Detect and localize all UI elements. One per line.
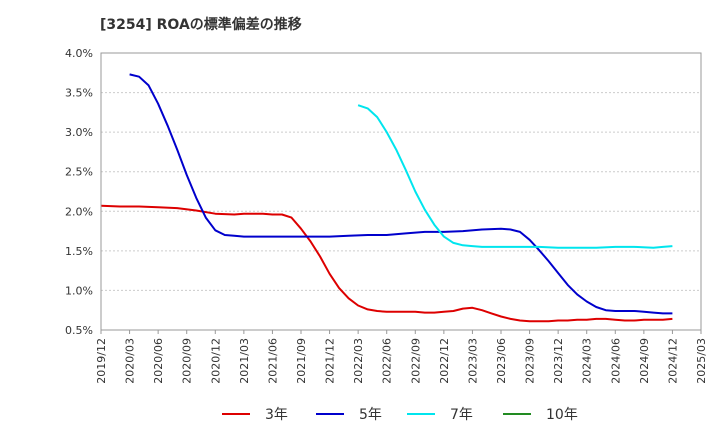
legend-label-2: 7年: [450, 407, 473, 423]
x-tick-label: 2022/03: [352, 338, 365, 384]
legend-label-1: 5年: [359, 407, 382, 423]
x-tick-label: 2024/06: [609, 338, 622, 384]
gridlines: [101, 52, 701, 331]
series-layer: [100, 73, 673, 323]
y-tick-label: 2.5%: [65, 166, 93, 179]
x-tick-label: 2021/12: [324, 338, 337, 384]
series-line-1: [129, 73, 673, 315]
x-axis: 2019/12 2020/03 2020/06 2020/09 2020/12 2021/…: [95, 330, 708, 384]
x-tick-label: 2022/09: [409, 338, 422, 384]
y-tick-label: 2.0%: [65, 205, 93, 218]
y-axis: 4.0% 3.5% 3.0% 2.5% 2.0% 1.5% 1.0% 0.5%: [65, 47, 93, 337]
x-tick-label: 2021/06: [266, 338, 279, 384]
x-tick-label: 2024/12: [666, 338, 679, 384]
x-tick-label: 2024/03: [581, 338, 594, 384]
x-tick-label: 2024/09: [638, 338, 651, 384]
x-tick-label: 2023/03: [466, 338, 479, 384]
x-tick-label: 2020/06: [152, 338, 165, 384]
x-tick-label: 2020/09: [181, 338, 194, 384]
x-tick-label: 2023/09: [524, 338, 537, 384]
x-tick-label: 2023/12: [552, 338, 565, 384]
x-tick-label: 2020/12: [209, 338, 222, 384]
series-line-0: [100, 204, 673, 323]
legend-label-3: 10年: [546, 407, 578, 423]
y-tick-label: 1.5%: [65, 245, 93, 258]
y-tick-label: 0.5%: [65, 324, 93, 337]
x-tick-label: 2021/03: [238, 338, 251, 384]
x-tick-label: 2020/03: [124, 338, 137, 384]
y-tick-label: 3.0%: [65, 126, 93, 139]
y-tick-label: 3.5%: [65, 87, 93, 100]
x-tick-label: 2021/09: [295, 338, 308, 384]
plot-area: [100, 52, 702, 331]
y-tick-label: 4.0%: [65, 47, 93, 60]
x-tick-label: 2023/06: [495, 338, 508, 384]
x-tick-label: 2022/12: [438, 338, 451, 384]
x-tick-label: 2019/12: [95, 338, 108, 384]
chart-title: [3254] ROAの標準偏差の推移: [100, 17, 302, 33]
legend: 3年 5年 7年 10年: [222, 407, 578, 423]
x-tick-label: 2022/06: [381, 338, 394, 384]
y-tick-label: 1.0%: [65, 284, 93, 297]
series-line-2: [357, 104, 673, 249]
legend-label-0: 3年: [265, 407, 288, 423]
x-tick-label: 2025/03: [695, 338, 708, 384]
